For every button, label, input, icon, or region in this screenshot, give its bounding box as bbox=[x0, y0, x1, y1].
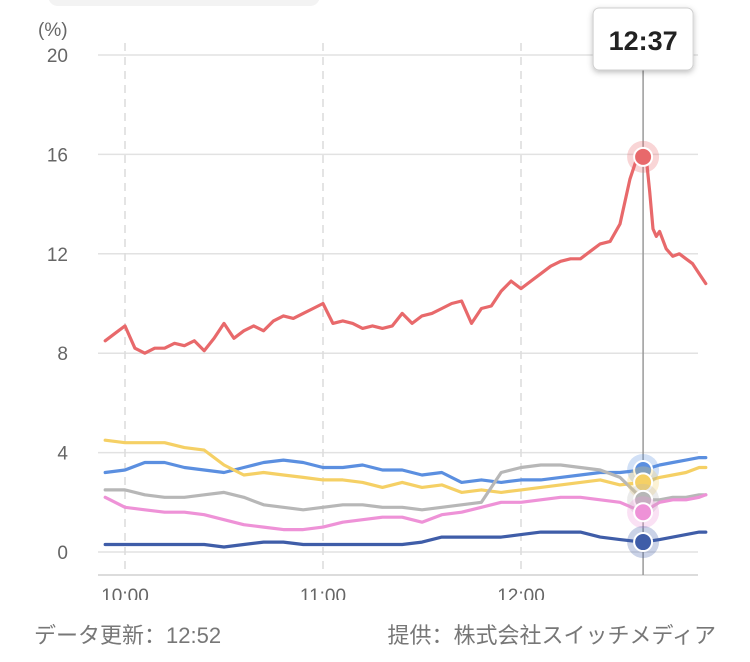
y-tick-label: 8 bbox=[57, 344, 68, 365]
x-tick-label: 10:00 bbox=[101, 586, 149, 600]
tooltip-box bbox=[592, 7, 694, 71]
series-line-6 bbox=[103, 530, 708, 549]
series-marker-6 bbox=[633, 532, 654, 553]
y-tick-label: 0 bbox=[57, 543, 68, 564]
x-tick-label: 12:00 bbox=[497, 586, 545, 600]
series-line-3 bbox=[103, 438, 708, 494]
data-provider: 提供：株式会社スイッチメディア bbox=[387, 623, 716, 648]
series-line-4 bbox=[103, 463, 708, 512]
y-tick-label: 20 bbox=[47, 46, 68, 67]
y-tick-label: 16 bbox=[47, 145, 68, 166]
x-tick-label: 11:00 bbox=[300, 586, 346, 600]
series-line-2 bbox=[103, 456, 708, 484]
series-line-1 bbox=[103, 155, 708, 355]
series-marker-5 bbox=[633, 502, 654, 523]
y-unit-label: (%) bbox=[38, 20, 68, 41]
tooltip-time: 12:37 bbox=[609, 26, 678, 56]
line-chart: 0 4 8 12 16 20 (%) 10:00 11:00 12:00 12:37 bbox=[38, 7, 708, 600]
data-update-time: データ更新：12:52 bbox=[34, 623, 222, 648]
y-tick-label: 12 bbox=[47, 245, 68, 266]
series-line-5 bbox=[103, 493, 708, 532]
top-tab bbox=[48, 0, 320, 6]
series-marker-1 bbox=[633, 146, 654, 167]
y-tick-label: 4 bbox=[57, 444, 68, 465]
